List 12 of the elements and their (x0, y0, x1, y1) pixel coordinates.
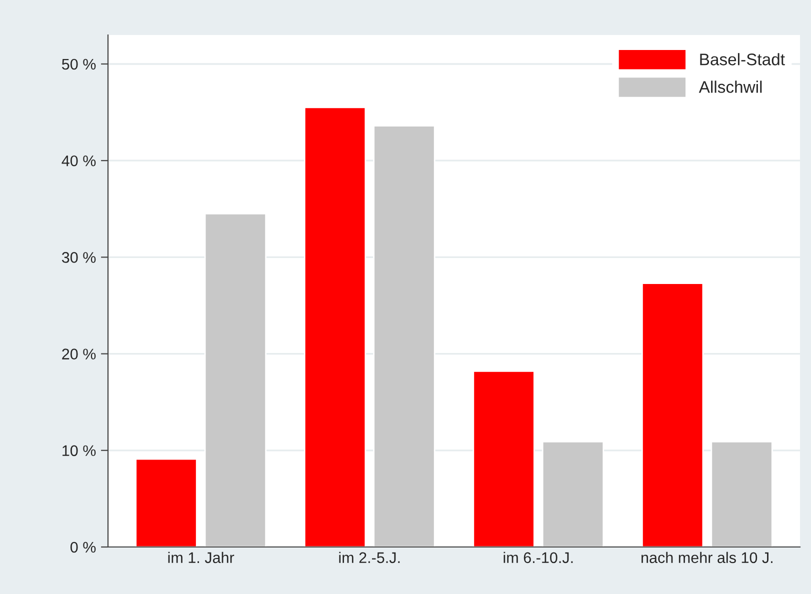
y-tick-label: 20 % (62, 348, 96, 360)
y-tick-label: 10 % (62, 445, 96, 456)
y-tick-label: 0 % (70, 542, 96, 553)
x-tick-label: im 6.-10.J. (504, 552, 573, 564)
y-tick-label: 40 % (62, 155, 96, 166)
legend-label: Allschwil (698, 80, 762, 93)
legend-label: Basel-Stadt (700, 53, 785, 66)
x-tick-label: im 1. Jahr (168, 552, 234, 564)
x-tick-label: im 2.-5.J. (339, 552, 400, 564)
y-tick-label: 30 % (62, 252, 96, 263)
x-tick-label: nach mehr als 10 J. (642, 552, 772, 564)
y-tick-label: 50 % (62, 58, 96, 70)
